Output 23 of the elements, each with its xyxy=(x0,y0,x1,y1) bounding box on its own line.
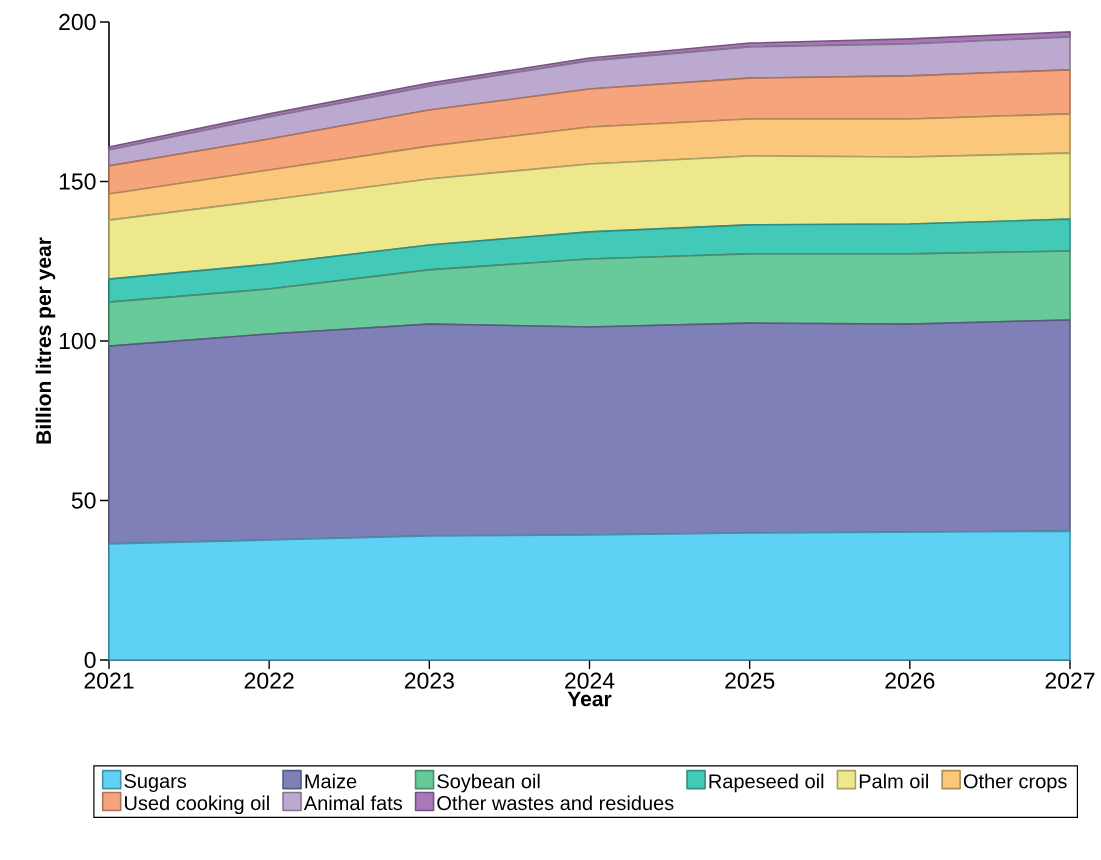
x-tick-label: 2021 xyxy=(84,672,134,689)
legend-label: Animal fats xyxy=(303,795,402,811)
y-tick-label: 150 xyxy=(59,173,96,190)
legend-label: Used cooking oil xyxy=(125,795,269,815)
x-tick-label: 2024 xyxy=(565,672,615,689)
x-tick-label: 2023 xyxy=(404,672,454,689)
x-tick-label: 2026 xyxy=(885,672,935,689)
legend-label: Soybean oil xyxy=(437,773,540,793)
legend-label: Palm oil xyxy=(859,773,928,789)
legend-label: Other wastes and residues xyxy=(437,795,674,811)
legend-label: Maize xyxy=(305,773,357,789)
y-tick-label: 100 xyxy=(59,332,96,350)
x-tick-label: 2022 xyxy=(244,672,294,689)
legend-label: Rapeseed oil xyxy=(709,773,824,793)
x-tick-label: 2025 xyxy=(725,672,775,689)
x-tick-label: 2027 xyxy=(1045,672,1095,689)
legend-label: Sugars xyxy=(124,773,187,793)
x-axis-title: Year xyxy=(567,691,612,707)
y-axis-title: Billion litres per year xyxy=(35,237,56,444)
y-tick-label: 0 xyxy=(84,651,96,669)
legend-label: Other crops xyxy=(963,773,1067,793)
y-tick-label: 50 xyxy=(71,492,96,509)
y-tick-label: 200 xyxy=(59,13,96,31)
